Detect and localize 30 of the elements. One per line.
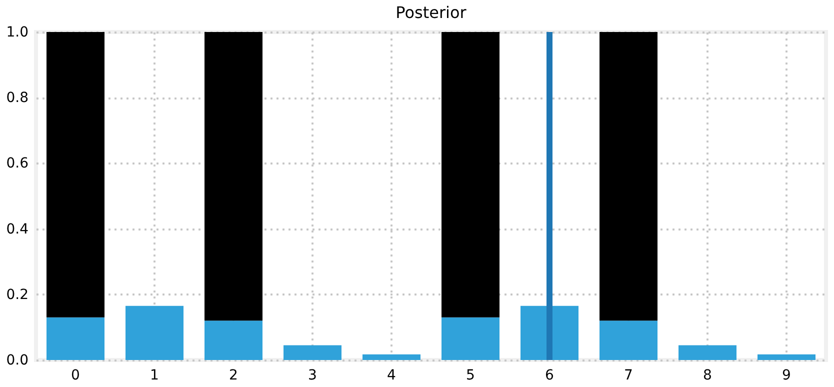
bar <box>442 317 500 360</box>
bar <box>362 354 420 360</box>
y-tick-label: 0.6 <box>6 156 29 172</box>
y-tick-label: 0.4 <box>6 221 29 238</box>
y-tick-label: 0.2 <box>6 286 28 303</box>
x-tick-label: 7 <box>624 368 633 384</box>
bar <box>46 32 104 318</box>
bar <box>600 32 658 321</box>
x-tick-label: 3 <box>308 368 317 384</box>
x-tick-label: 2 <box>229 368 238 384</box>
y-tick-label: 1.0 <box>6 24 28 40</box>
y-tick-label: 0.8 <box>6 90 28 106</box>
x-tick-label: 8 <box>703 368 712 384</box>
bar <box>758 354 816 360</box>
x-tick-label: 6 <box>545 368 554 384</box>
x-tick-label: 0 <box>71 368 80 384</box>
x-tick-label: 1 <box>150 368 159 384</box>
bar <box>204 320 262 360</box>
y-tick-label: 0.0 <box>6 352 28 368</box>
x-tick-label: 9 <box>782 368 791 384</box>
bar <box>204 32 262 321</box>
bar <box>600 320 658 360</box>
bar <box>126 306 184 360</box>
x-tick-label: 4 <box>387 368 396 384</box>
bar <box>284 345 342 360</box>
bar <box>678 345 736 360</box>
bar <box>46 317 104 360</box>
bar <box>442 32 500 318</box>
x-tick-label: 5 <box>466 368 475 384</box>
chart-title: Posterior <box>396 3 467 22</box>
